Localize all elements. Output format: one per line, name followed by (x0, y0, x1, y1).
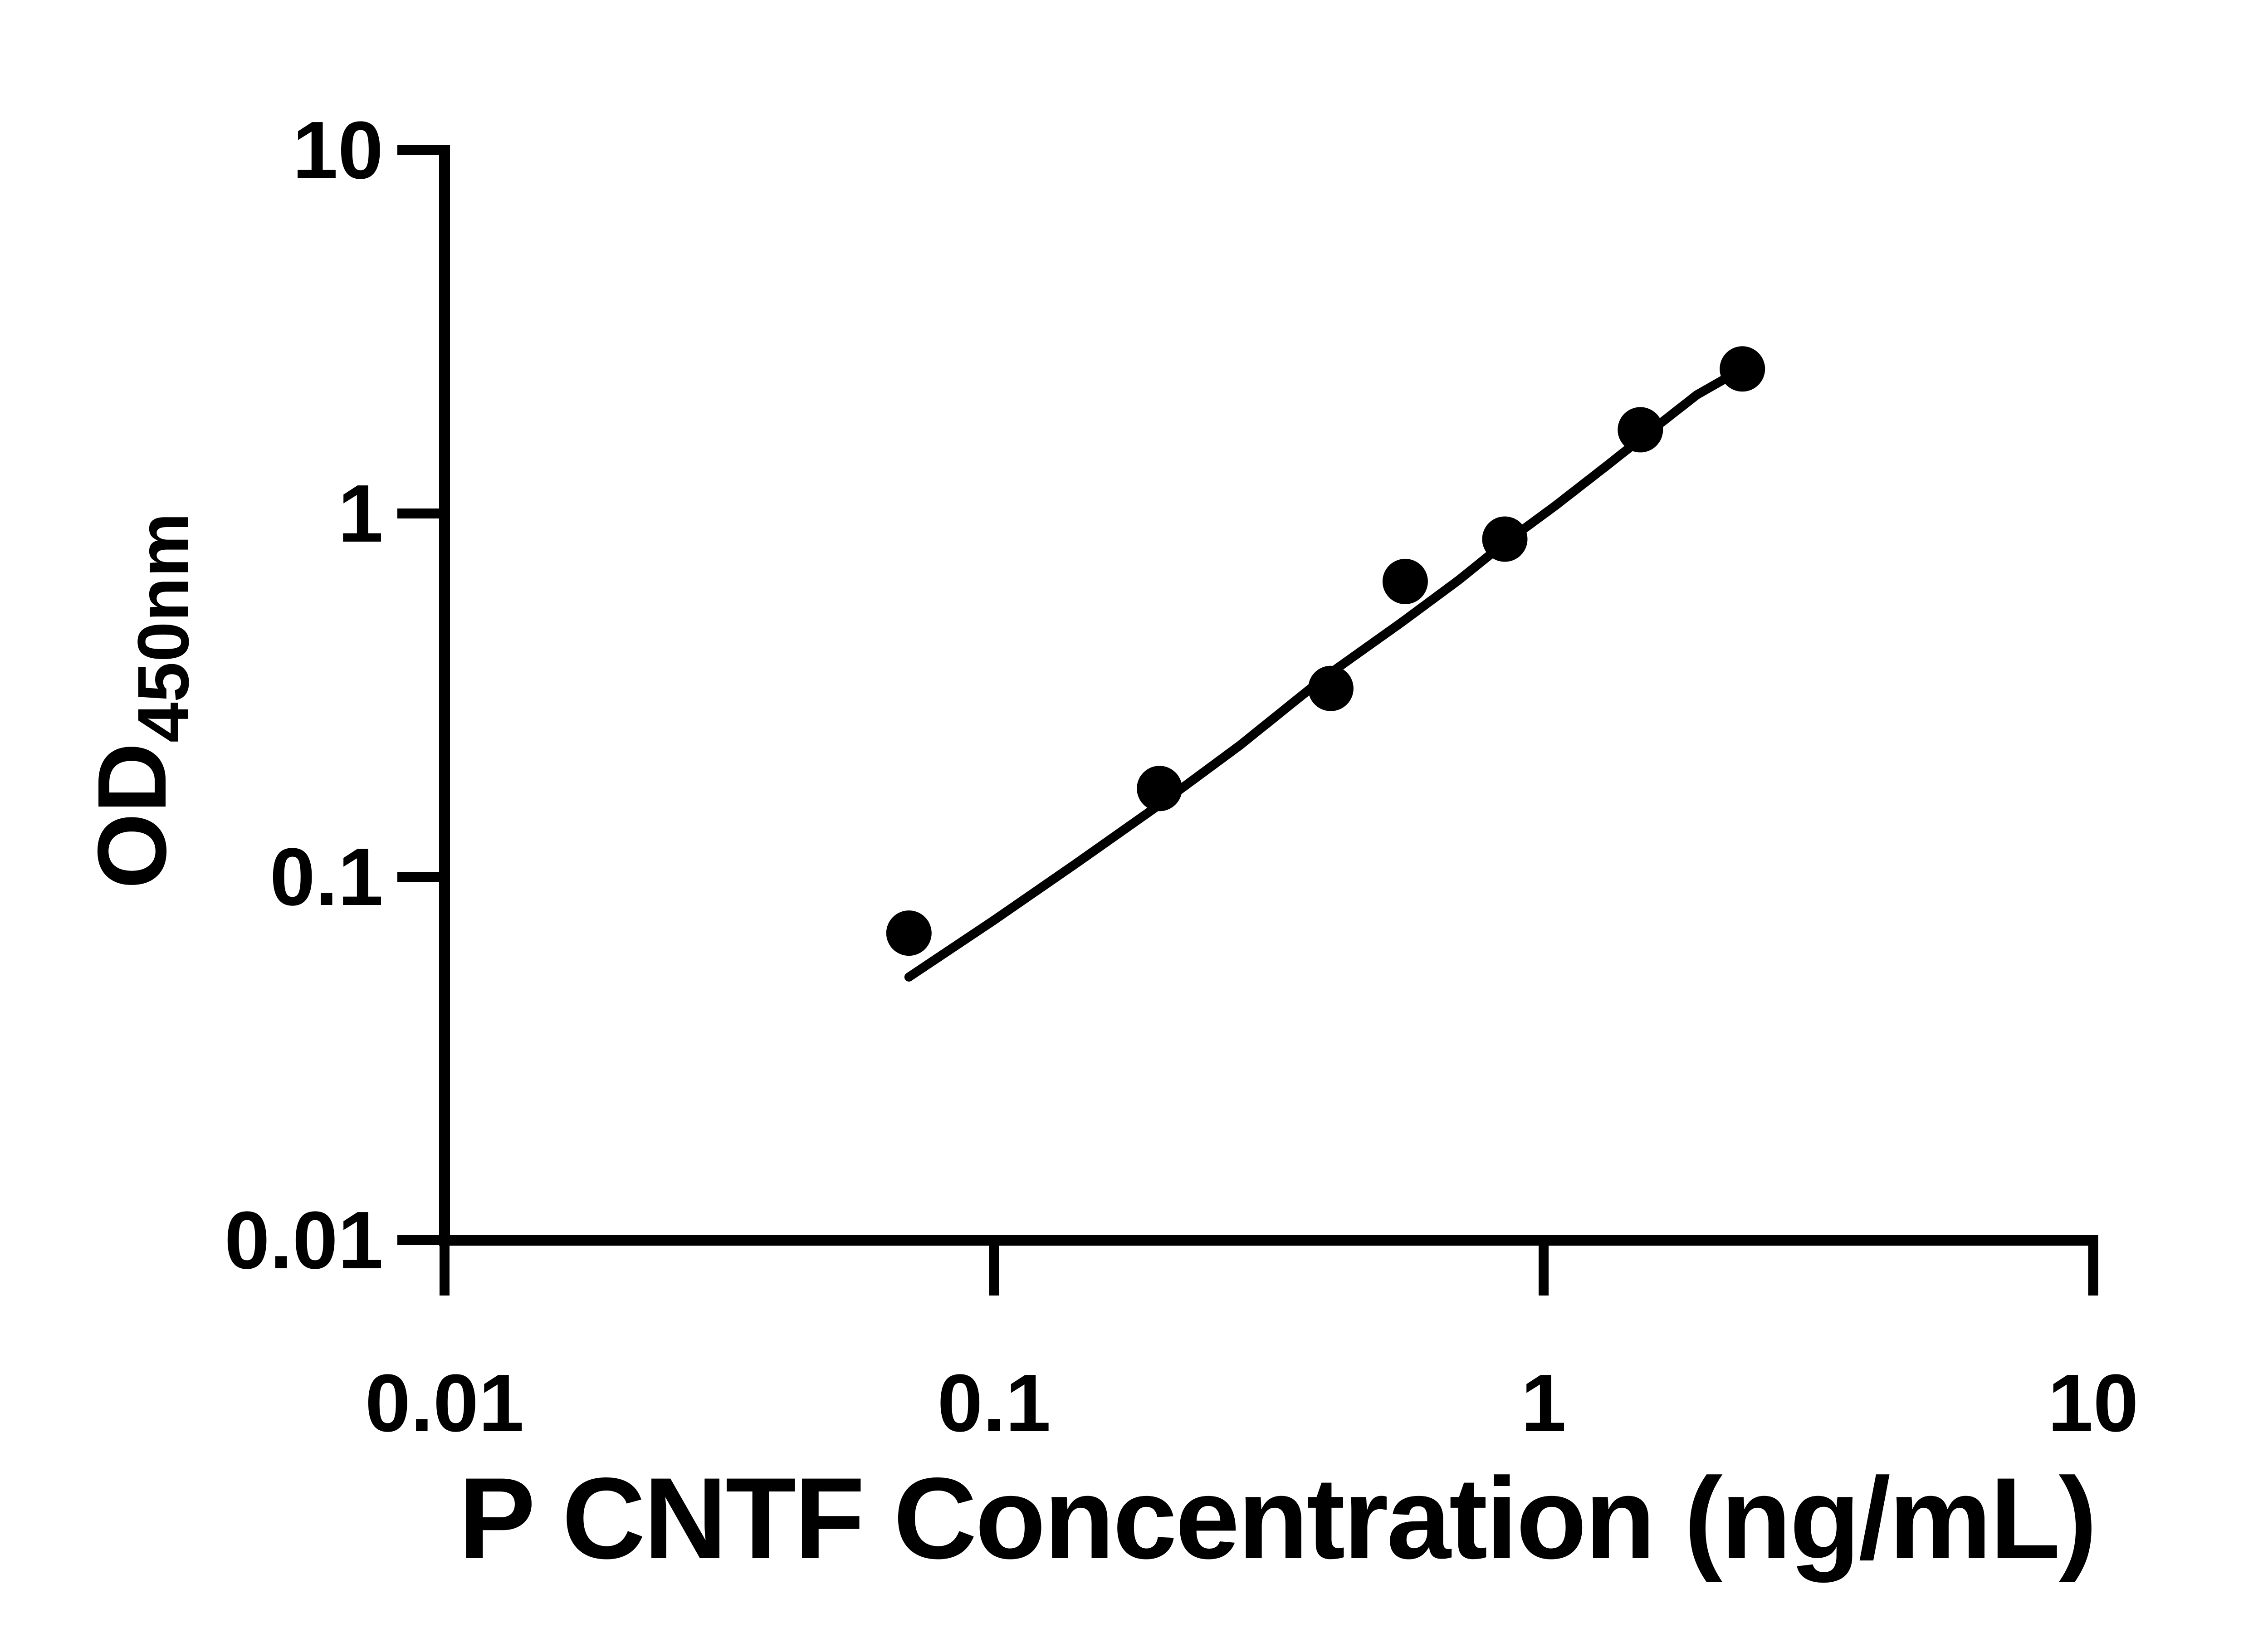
data-point-marker (1720, 346, 1765, 392)
x-tick-label: 0.1 (937, 1358, 1051, 1449)
data-point-marker (1482, 516, 1528, 562)
axes (397, 145, 2098, 1296)
y-tick-label: 0.1 (270, 831, 383, 923)
data-point-marker (1308, 665, 1354, 711)
data-point-marker (1137, 766, 1183, 812)
y-axis-title: OD450nm (77, 513, 204, 889)
y-tick-label: 1 (338, 468, 383, 559)
tick-labels: 10 1 0.1 0.01 0.01 0.1 1 10 (225, 105, 2139, 1449)
data-points (886, 346, 1765, 956)
data-point-marker (1382, 558, 1428, 604)
y-tick-label: 10 (293, 105, 383, 196)
x-tick-label: 0.01 (365, 1358, 524, 1449)
x-axis-title: P CNTF Concentration (ng/mL) (459, 1454, 2096, 1583)
x-tick-label: 1 (1521, 1358, 1566, 1449)
y-tick-label: 0.01 (225, 1195, 383, 1286)
data-point-marker (886, 910, 932, 956)
data-point-marker (1618, 407, 1663, 453)
x-tick-label: 10 (2048, 1358, 2138, 1449)
